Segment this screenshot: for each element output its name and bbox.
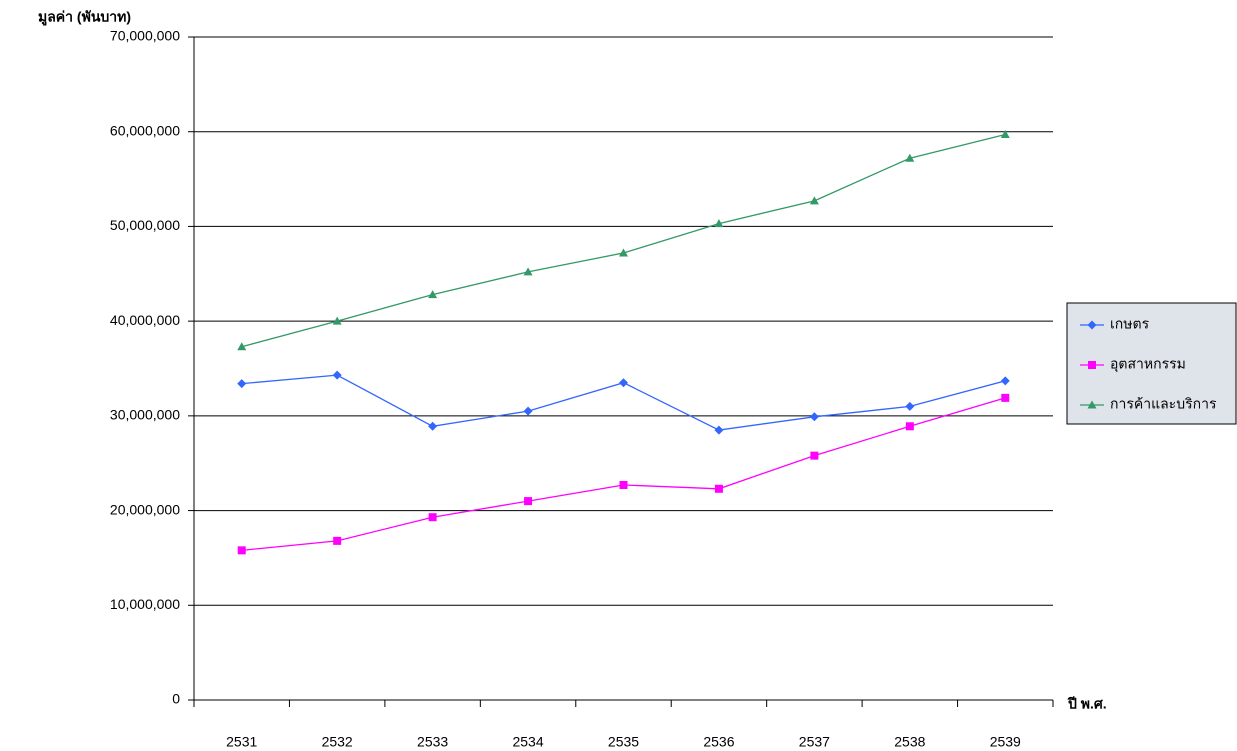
data-point	[332, 370, 342, 380]
y-tick-label: 30,000,000	[110, 407, 180, 423]
y-tick-label: 10,000,000	[110, 596, 180, 612]
data-point	[905, 422, 914, 431]
x-tick-label: 2531	[226, 734, 257, 750]
series-line	[241, 133, 1006, 348]
legend-marker	[1087, 320, 1097, 330]
x-tick-label: 2533	[417, 734, 448, 750]
data-point	[1000, 130, 1010, 139]
legend-marker	[1087, 400, 1097, 409]
data-point	[714, 484, 723, 493]
data-point	[524, 497, 533, 506]
data-point	[905, 153, 915, 162]
data-point	[523, 267, 533, 276]
y-tick-label: 20,000,000	[110, 501, 180, 517]
data-point	[714, 425, 724, 435]
x-tick-label: 2536	[703, 734, 734, 750]
x-tick-label: 2532	[322, 734, 353, 750]
data-point	[1001, 393, 1010, 402]
y-tick-label: 60,000,000	[110, 122, 180, 138]
y-tick-label: 40,000,000	[110, 312, 180, 328]
x-tick-label: 2539	[990, 734, 1021, 750]
x-tick-label: 2538	[894, 734, 925, 750]
data-point	[428, 290, 438, 299]
data-point	[428, 421, 438, 431]
data-point	[237, 546, 246, 555]
y-axis-label: มูลค่า (พันบาท)	[38, 9, 131, 26]
data-point	[332, 316, 342, 325]
data-point	[810, 451, 819, 460]
data-point	[809, 412, 819, 422]
x-tick-label: 2535	[608, 734, 639, 750]
data-point	[619, 480, 628, 489]
y-tick-label: 0	[172, 691, 180, 707]
y-tick-label: 50,000,000	[110, 217, 180, 233]
data-point	[905, 401, 915, 411]
x-tick-label: 2537	[799, 734, 830, 750]
data-point	[237, 379, 247, 389]
data-point	[619, 248, 628, 257]
y-tick-label: 70,000,000	[110, 28, 180, 44]
legend-marker	[1088, 361, 1096, 369]
data-point	[523, 406, 533, 416]
series-line	[241, 397, 1006, 551]
legend-label: อุตสาหกรรม	[1110, 356, 1186, 373]
x-tick-label: 2534	[512, 734, 543, 750]
data-point	[1000, 376, 1010, 386]
data-point	[619, 378, 628, 388]
data-point	[237, 342, 247, 351]
data-point	[333, 536, 342, 545]
data-point	[428, 513, 437, 522]
legend-label: เกษตร	[1110, 316, 1150, 332]
legend-label: การค้าและบริการ	[1110, 396, 1217, 412]
x-axis-label: ปี พ.ศ.	[1067, 696, 1107, 712]
data-point	[809, 196, 819, 205]
data-point	[714, 219, 724, 228]
